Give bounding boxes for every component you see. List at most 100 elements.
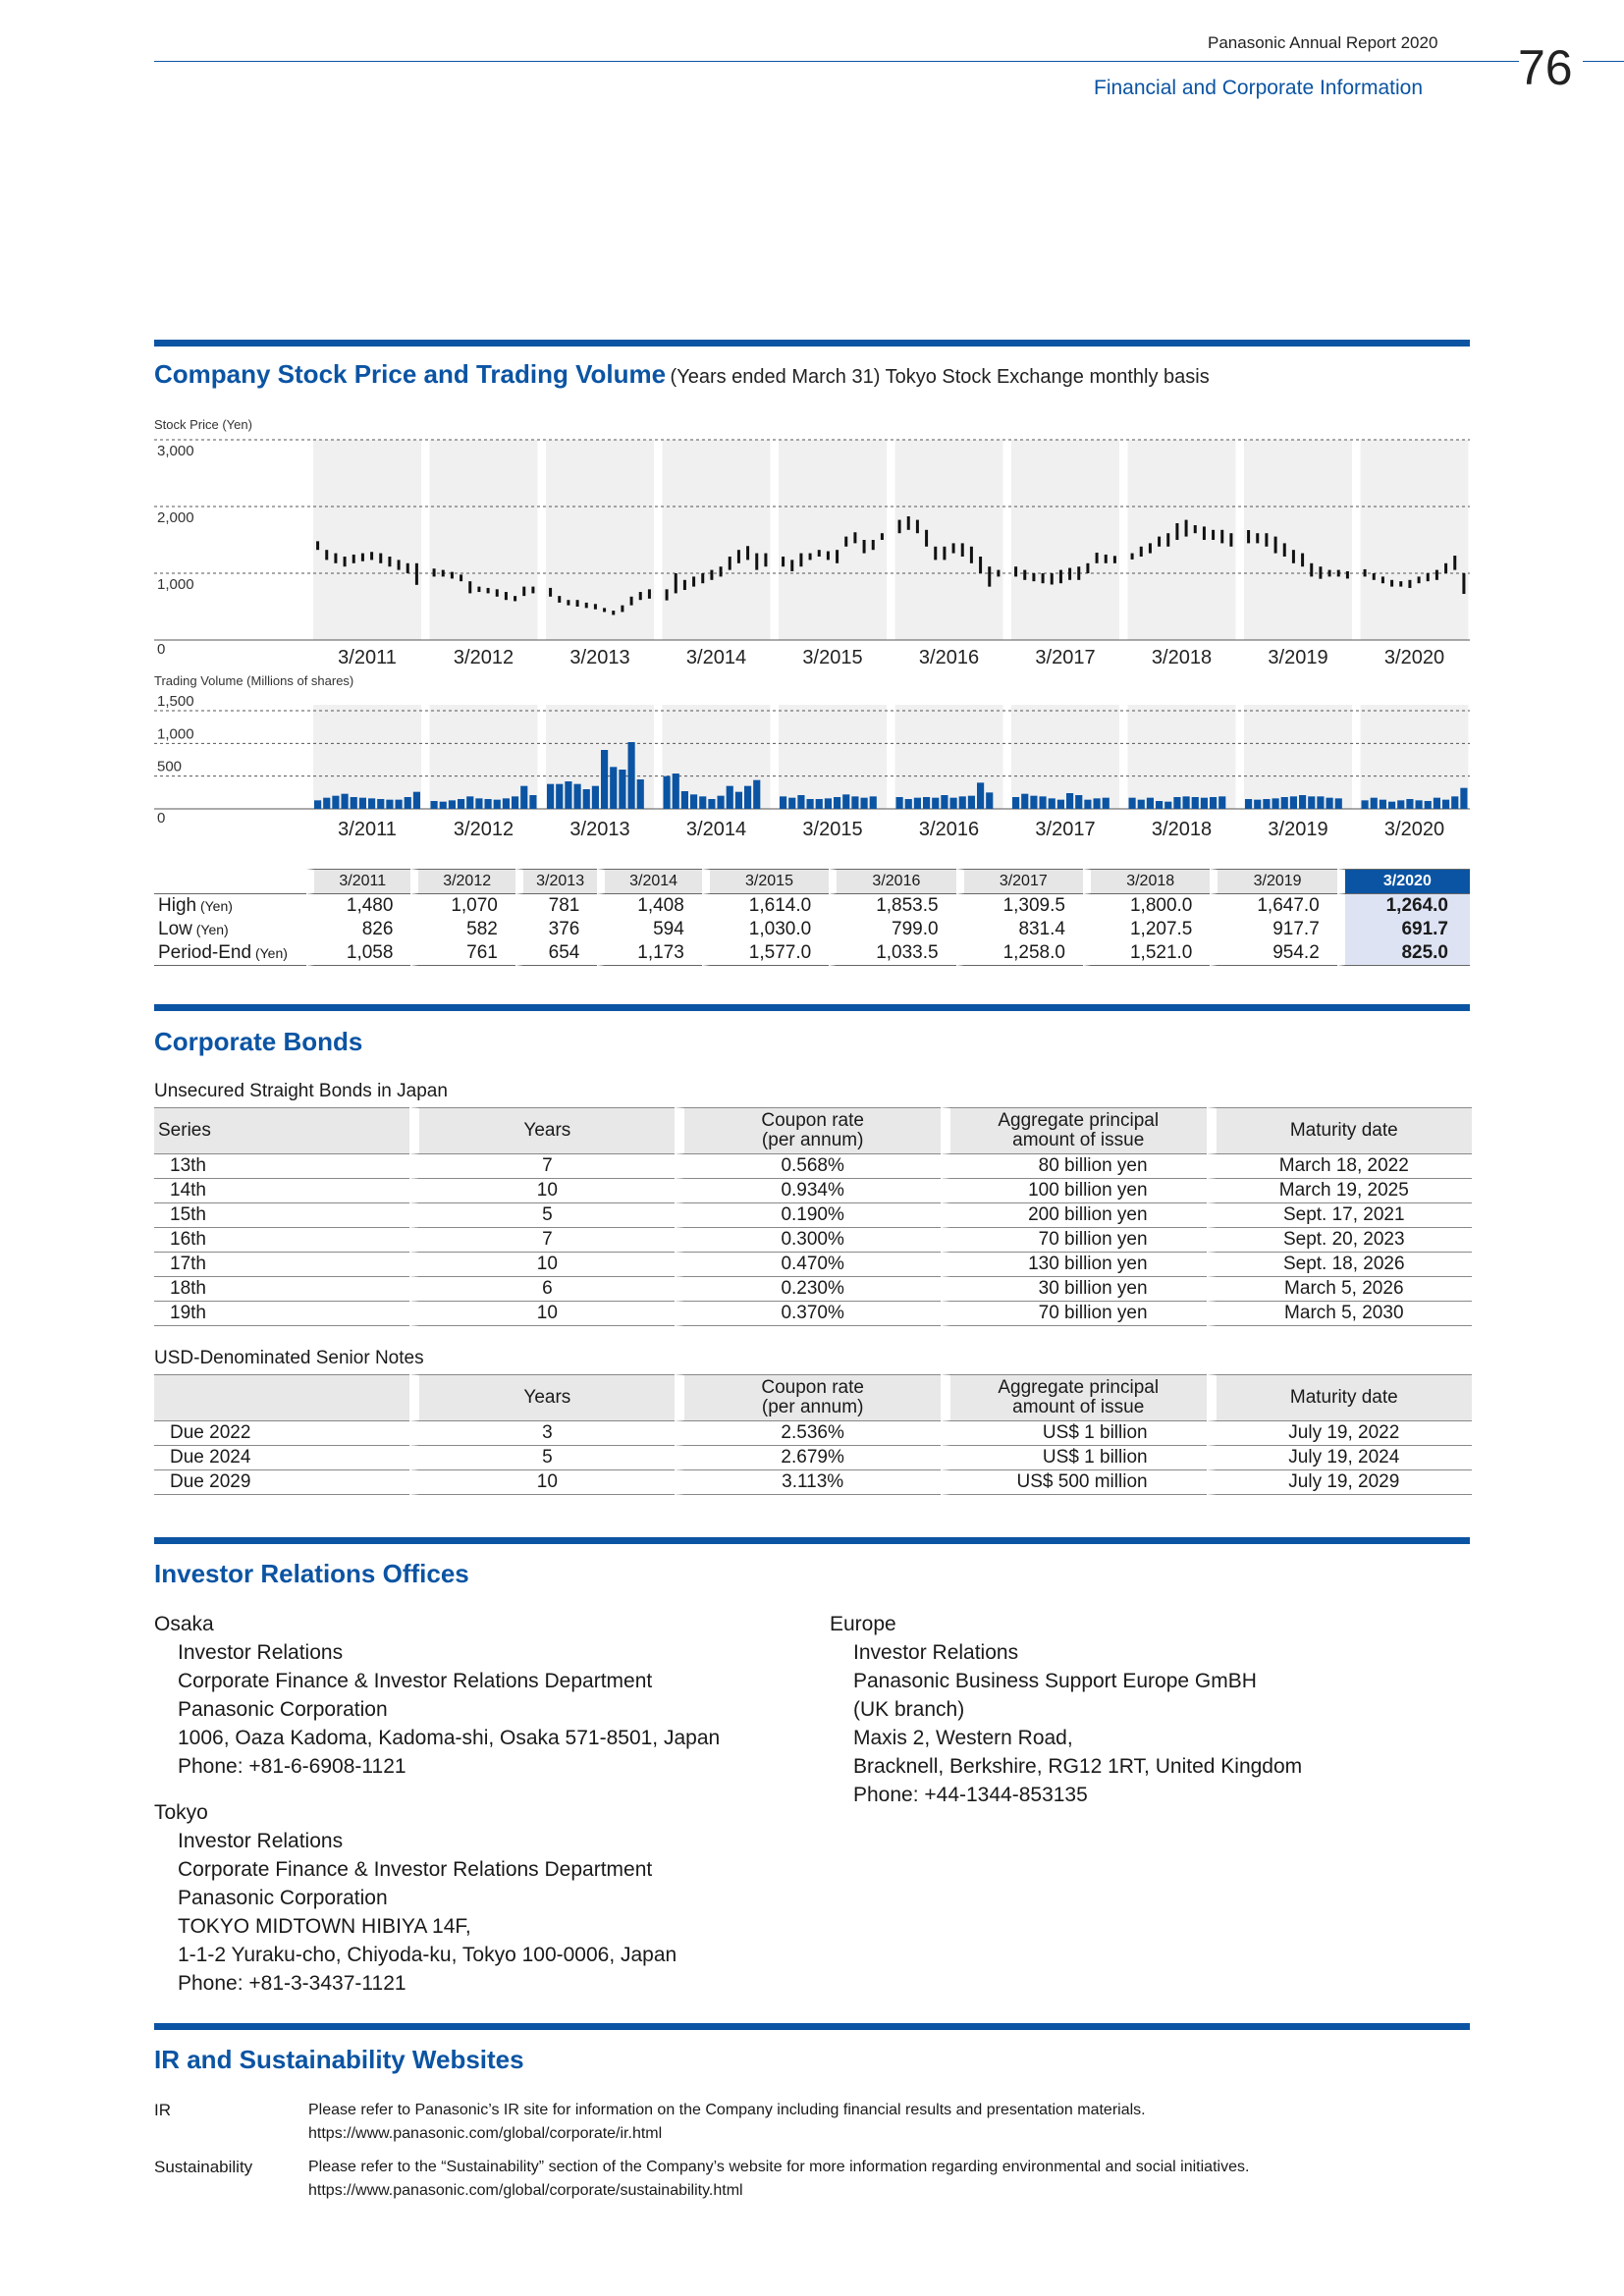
stock-cell: 1,408: [597, 894, 701, 918]
volume-bar: [913, 797, 921, 809]
price-candle: [1077, 566, 1081, 580]
price-candle: [441, 569, 445, 577]
sustainability-website-text: Please refer to the “Sustainability” sec…: [308, 2159, 1250, 2175]
jp-bond-row: 19th 10 0.370% 70 billion yen March 5, 2030: [154, 1302, 1472, 1326]
address-line: TOKYO MIDTOWN HIBIYA 14F,: [178, 1915, 471, 1938]
price-candle: [1426, 573, 1430, 582]
bond-cell: 0.934%: [675, 1179, 941, 1203]
volume-bar: [582, 789, 590, 809]
stock-table-header: 3/2011 3/2012 3/2013 3/2014 3/2015 3/2016 3/20…: [154, 869, 1470, 894]
bond-cell: 14th: [154, 1179, 410, 1203]
price-candle: [495, 589, 499, 597]
tokyo-address: Investor Relations Corporate Finance & In…: [154, 1827, 792, 1998]
volume-x-label: 3/2020: [1384, 819, 1444, 840]
bond-cell: March 5, 2026: [1206, 1277, 1472, 1302]
volume-bar: [1084, 799, 1092, 809]
bond-cell: Due 2022: [154, 1421, 410, 1446]
stock-year-header: 3/2019: [1210, 869, 1337, 894]
stock-subtitle: (Years ended March 31) Tokyo Stock Excha…: [670, 366, 1210, 388]
price-candle: [764, 553, 768, 567]
price-candle: [701, 573, 705, 584]
address-line: Panasonic Corporation: [178, 1698, 388, 1721]
websites-title: IR and Sustainability Websites: [154, 2045, 524, 2074]
bond-cell: 5: [409, 1446, 676, 1470]
price-candle: [736, 550, 740, 563]
volume-bar: [708, 799, 716, 809]
price-candle: [897, 519, 901, 534]
ir-website-link[interactable]: https://www.panasonic.com/global/corpora…: [308, 2125, 663, 2142]
col-years: Years: [409, 1374, 676, 1421]
address-line: (UK branch): [853, 1698, 965, 1721]
stock-cell: 1,614.0: [701, 894, 829, 918]
volume-bar: [690, 794, 698, 809]
price-candle: [960, 543, 964, 557]
price-x-label: 3/2019: [1268, 647, 1327, 668]
price-candle: [584, 602, 588, 609]
address-line: 1006, Oaza Kadoma, Kadoma-shi, Osaka 571…: [178, 1727, 721, 1749]
volume-bar: [1272, 798, 1279, 809]
volume-bar: [1397, 800, 1405, 809]
volume-bar: [520, 785, 528, 809]
volume-bar: [744, 785, 752, 809]
sustainability-website-link[interactable]: https://www.panasonic.com/global/corpora…: [308, 2182, 743, 2199]
volume-x-label: 3/2011: [338, 819, 397, 840]
address-line: Panasonic Business Support Europe GmBH: [853, 1670, 1257, 1692]
bond-cell: 2.679%: [675, 1446, 941, 1470]
price-candle: [1319, 566, 1323, 579]
price-candle: [934, 546, 938, 561]
price-candle: [1363, 568, 1367, 577]
price-candle: [1462, 573, 1466, 595]
bond-cell: 3: [409, 1421, 676, 1446]
volume-bar: [699, 796, 707, 809]
bond-cell: 0.370%: [675, 1302, 941, 1326]
stock-row-name: Low: [158, 919, 192, 939]
bond-cell: 16th: [154, 1228, 410, 1253]
price-candle: [782, 557, 785, 567]
year-band: [313, 440, 421, 640]
jp-bond-row: 14th 10 0.934% 100 billion yen March 19, 202…: [154, 1179, 1472, 1203]
section-rule: [154, 340, 1470, 347]
price-candle: [1175, 523, 1179, 540]
volume-bar: [591, 785, 599, 809]
stock-cell: 654: [514, 941, 598, 966]
volume-bar: [1075, 795, 1083, 809]
bond-cell: 19th: [154, 1302, 410, 1326]
price-candle: [1247, 530, 1251, 544]
price-axis-label: Stock Price (Yen): [154, 417, 252, 432]
price-candle: [460, 574, 463, 582]
address-line: Phone: +81-6-6908-1121: [178, 1755, 406, 1778]
osaka-office: Osaka Investor Relations Corporate Financ…: [154, 1610, 792, 1781]
volume-bar: [1102, 797, 1110, 809]
price-candle: [1014, 566, 1018, 577]
price-candle: [1032, 573, 1036, 582]
volume-bar: [484, 799, 492, 809]
stock-table-row: High (Yen) 1,480 1,070 781 1,408 1,614.0 1,853…: [154, 894, 1470, 918]
header-rule: [154, 61, 1519, 62]
year-band: [894, 440, 1003, 640]
bond-cell: 70 billion yen: [940, 1302, 1207, 1326]
price-tick-label: 2,000: [157, 509, 194, 526]
address-line: Panasonic Corporation: [178, 1887, 388, 1909]
price-candle: [1068, 567, 1072, 580]
col-series-empty: [154, 1374, 410, 1421]
address-line: Phone: +81-3-3437-1121: [178, 1972, 406, 1995]
stock-year-header: 3/2016: [829, 869, 956, 894]
price-candle: [925, 529, 929, 547]
stock-cell: 1,033.5: [829, 941, 956, 966]
volume-bar: [904, 799, 912, 809]
volume-bar: [1263, 799, 1271, 809]
volume-bar: [806, 799, 814, 809]
price-candle: [1372, 573, 1376, 580]
price-candle: [969, 546, 973, 563]
price-candle: [951, 543, 955, 554]
col-coupon: Coupon rate (per annum): [675, 1374, 941, 1421]
year-band: [546, 440, 654, 640]
price-candle: [1291, 550, 1295, 563]
stock-row-unit: (Yen): [251, 945, 288, 961]
stock-cell: 1,264.0: [1336, 894, 1470, 918]
volume-bar: [1289, 796, 1297, 809]
volume-bar: [512, 796, 519, 809]
volume-bar: [860, 797, 868, 809]
bond-cell: 10: [409, 1302, 676, 1326]
volume-bar: [1299, 795, 1307, 809]
